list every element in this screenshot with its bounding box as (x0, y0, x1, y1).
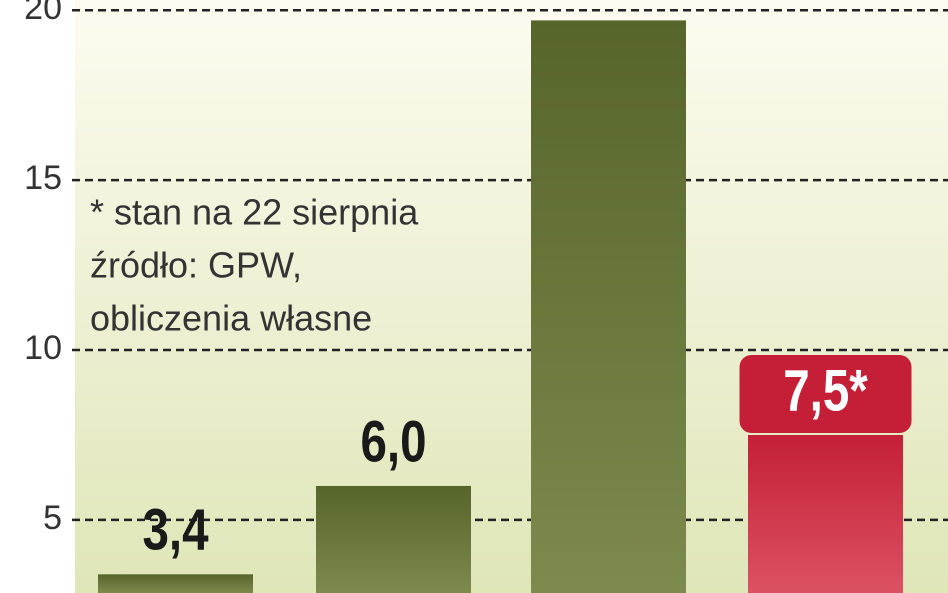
bar (531, 20, 686, 593)
annotation-line: obliczenia własne (90, 298, 372, 339)
y-tick-label: 5 (43, 499, 62, 537)
annotation-line: * stan na 22 sierpnia (90, 192, 419, 233)
y-tick-label: 15 (24, 159, 62, 197)
value-label: 7,5* (783, 359, 868, 424)
y-tick-label: 10 (24, 329, 62, 367)
annotation-line: źródło: GPW, (90, 245, 302, 286)
bar (98, 574, 253, 593)
y-tick-label: 20 (24, 0, 62, 27)
value-label-box (739, 354, 912, 433)
bar (748, 434, 903, 593)
bar (316, 485, 471, 593)
value-label: 6,0 (360, 410, 426, 475)
value-label: 3,4 (142, 498, 209, 563)
annotation: * stan na 22 sierpnia źródło: GPW, oblicze… (90, 192, 419, 339)
